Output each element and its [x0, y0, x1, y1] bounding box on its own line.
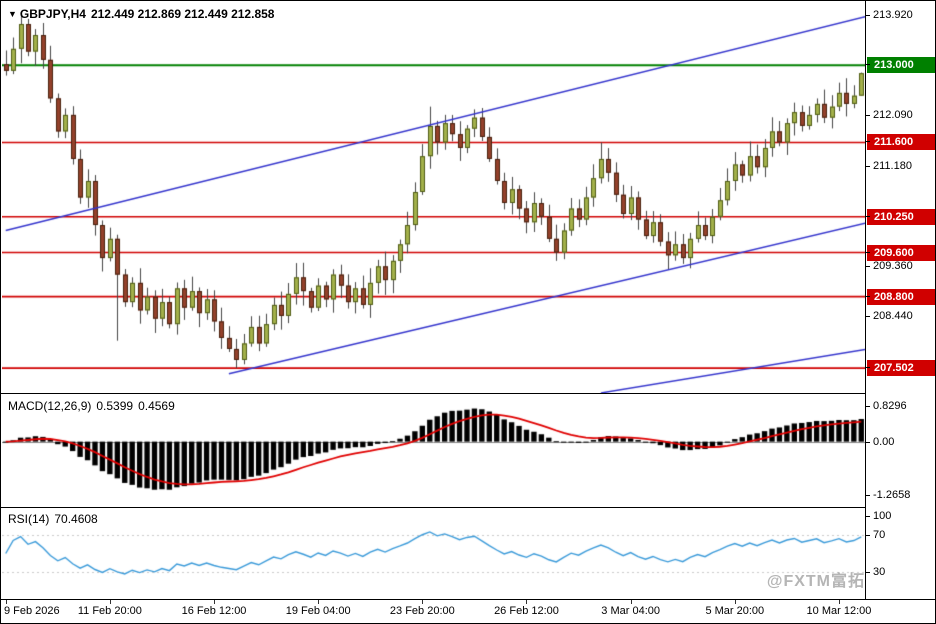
- panel-separator-rsi: [1, 507, 935, 508]
- axis-tick: [865, 316, 870, 318]
- price-level-badge: 213.000: [867, 57, 935, 74]
- time-axis-label: 26 Feb 12:00: [494, 605, 559, 617]
- axis-tick: [865, 406, 870, 408]
- time-axis-tick: [838, 600, 840, 604]
- time-axis-tick: [734, 600, 736, 604]
- time-axis-label: 19 Feb 04:00: [285, 605, 351, 617]
- axis-tick: [865, 535, 870, 537]
- price-level-badge: 207.502: [867, 360, 935, 377]
- macd-axis-label: 0.8296: [866, 399, 935, 415]
- time-axis-label: 23 Feb 20:00: [389, 605, 455, 617]
- time-axis-label: 16 Feb 12:00: [181, 605, 247, 617]
- time-axis-tick: [630, 600, 632, 604]
- macd-main-value: 0.5399: [96, 399, 134, 413]
- time-axis-tick: [109, 600, 111, 604]
- time-axis-label: 9 Feb 2026: [4, 605, 60, 617]
- time-axis-label: 5 Mar 20:00: [705, 605, 765, 617]
- panel-separator-macd: [1, 393, 935, 394]
- axis-tick: [865, 295, 870, 297]
- price-level-badge: 211.600: [867, 134, 935, 151]
- macd-indicator-label: MACD(12,26,9) 0.5399 0.4569: [8, 399, 175, 413]
- axis-tick: [865, 367, 870, 369]
- axis-tick: [865, 141, 870, 143]
- price-axis[interactable]: 213.920 212.090 211.180 209.360 208.440 213.0…: [865, 1, 935, 599]
- rsi-indicator-label: RSI(14) 70.4608: [8, 512, 98, 526]
- axis-tick: [865, 64, 870, 66]
- price-axis-separator: [865, 1, 866, 599]
- macd-chart-canvas[interactable]: [2, 394, 865, 507]
- rsi-chart-canvas[interactable]: [2, 508, 865, 599]
- price-level-badge: 208.800: [867, 288, 935, 305]
- axis-tick: [865, 265, 870, 267]
- time-axis-tick: [5, 600, 7, 604]
- rsi-axis-label: 100: [866, 509, 935, 524]
- time-axis-tick: [526, 600, 528, 604]
- time-axis-tick: [422, 600, 424, 604]
- price-chart-canvas[interactable]: [2, 2, 865, 393]
- price-axis-label: 211.180: [866, 158, 935, 174]
- macd-signal-value: 0.4569: [138, 399, 175, 413]
- price-level-badge: 209.600: [867, 244, 935, 261]
- symbol-label: GBPJPY,H4: [19, 7, 86, 21]
- axis-tick: [865, 115, 870, 117]
- chart-title: ▼ GBPJPY,H4 212.449 212.869 212.449 212.85…: [8, 7, 274, 21]
- rsi-current-value: 70.4608: [54, 512, 98, 526]
- time-axis-label: 10 Mar 12:00: [806, 605, 872, 617]
- watermark: @FXTM富拓: [766, 573, 865, 590]
- macd-axis-label: 0.00: [866, 434, 935, 450]
- price-axis-label: 213.920: [866, 7, 935, 23]
- macd-axis-label: -1.2658: [866, 488, 935, 504]
- axis-tick: [865, 571, 870, 573]
- time-axis-tick: [214, 600, 216, 604]
- time-axis-label: 11 Feb 20:00: [77, 605, 142, 617]
- price-axis-label: 209.360: [866, 258, 935, 274]
- panel-separator-timeaxis: [1, 599, 935, 600]
- price-level-badge: 210.250: [867, 208, 935, 225]
- axis-tick: [865, 14, 870, 16]
- time-axis-tick: [318, 600, 320, 604]
- axis-tick: [865, 165, 870, 167]
- time-axis-label: 3 Mar 04:00: [601, 605, 660, 617]
- rsi-axis-label: 70: [866, 528, 935, 544]
- symbol-marker-icon: ▼: [8, 9, 17, 19]
- time-axis[interactable]: 9 Feb 2026 11 Feb 20:00 16 Feb 12:00 19 Feb…: [1, 600, 935, 623]
- price-axis-label: 208.440: [866, 309, 935, 325]
- rsi-axis-label: 30: [866, 564, 935, 580]
- ohlc-quote: 212.449 212.869 212.449 212.858: [90, 7, 275, 21]
- axis-tick: [865, 495, 870, 497]
- rsi-name: RSI(14): [8, 512, 50, 526]
- axis-tick: [865, 516, 870, 517]
- axis-tick: [865, 215, 870, 217]
- axis-tick: [865, 251, 870, 253]
- axis-tick: [865, 441, 870, 443]
- price-axis-label: 212.090: [866, 108, 935, 124]
- macd-name: MACD(12,26,9): [8, 399, 92, 413]
